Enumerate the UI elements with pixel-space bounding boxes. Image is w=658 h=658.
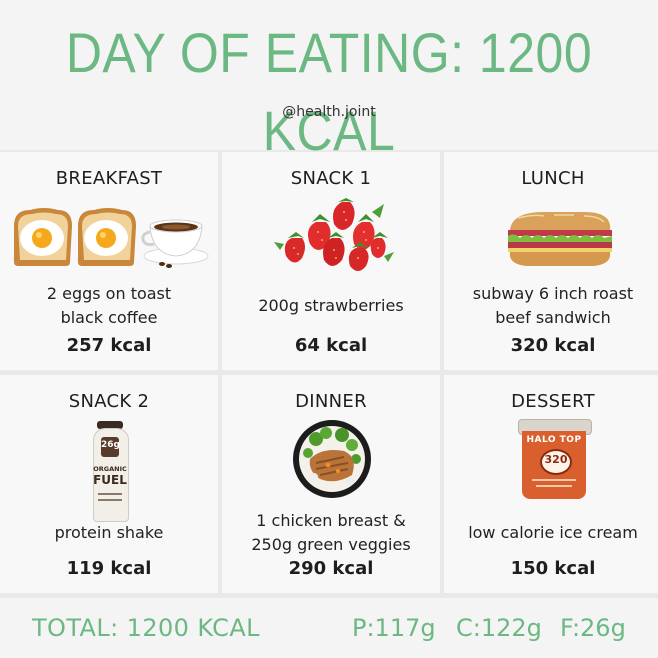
meal-title: DESSERT [511,391,595,412]
bottle-brand-line-2: FUEL [93,473,127,487]
carbs-total: C:122g [456,614,542,642]
meal-title: DINNER [295,391,367,412]
meal-title: BREAKFAST [55,168,163,189]
header: DAY OF EATING: 1200 KCAL @health.joint [0,0,658,163]
meal-food-line-1: 200g strawberries [258,296,404,315]
meal-card-lunch: LUNCH subway 6 inch roast beef sandwich … [444,152,658,370]
sandwich-icon [508,212,612,266]
meal-kcal: 290 kcal [288,558,374,579]
meal-title: SNACK 2 [68,391,150,412]
ice-cream-pint-icon: HALO TOP 320 [518,419,592,501]
meal-food-line-1: 1 chicken breast & [256,511,406,530]
meal-kcal: 257 kcal [66,335,152,356]
meal-card-dinner: DINNER 1 chicken breast & 250g green veg… [222,375,440,593]
bottle-protein-label: 26g [101,440,120,450]
author-handle: @health.joint [282,104,376,120]
meal-food-line-2: black coffee [60,308,158,327]
meal-food-line-1: subway 6 inch roast [472,284,634,303]
meal-kcal: 64 kcal [294,335,368,356]
meal-kcal: 150 kcal [510,558,596,579]
bottle-brand-line-1: ORGANIC [93,465,127,473]
pint-brand: HALO TOP [526,435,582,445]
meal-food-line-2: 250g green veggies [251,535,411,554]
meal-card-snack-2: SNACK 2 26g ORGANIC FUEL protein shake 1… [0,375,218,593]
chicken-and-veggies-bowl-icon [293,420,371,498]
meal-card-snack-1: SNACK 1 200g strawberries 64 kcal [222,152,440,370]
meal-food-line-1: protein shake [54,523,164,542]
meal-food-line-1: 2 eggs on toast [46,284,172,303]
pint-calories: 320 [544,453,568,466]
meal-title: LUNCH [521,168,585,189]
protein-shake-bottle-icon: 26g ORGANIC FUEL [91,421,129,522]
strawberries-icon [274,198,394,271]
protein-total: P:117g [352,614,436,642]
eggs-on-toast-and-coffee-icon [14,208,209,268]
footer-totals: TOTAL: 1200 KCAL P:117g C:122g F:26g [0,598,658,658]
meal-food-line-1: low calorie ice cream [468,523,638,542]
page-title: DAY OF EATING: 1200 KCAL [65,21,593,163]
meal-kcal: 320 kcal [510,335,596,356]
meal-kcal: 119 kcal [66,558,152,579]
total-kcal: TOTAL: 1200 KCAL [32,614,260,642]
meal-title: SNACK 1 [290,168,372,189]
meal-card-breakfast: BREAKFAST 2 eggs on toast black coffee 2… [0,152,218,370]
meal-card-dessert: DESSERT HALO TOP 320 low calorie ice cre… [444,375,658,593]
meal-food-line-2: beef sandwich [495,308,611,327]
fat-total: F:26g [560,614,626,642]
